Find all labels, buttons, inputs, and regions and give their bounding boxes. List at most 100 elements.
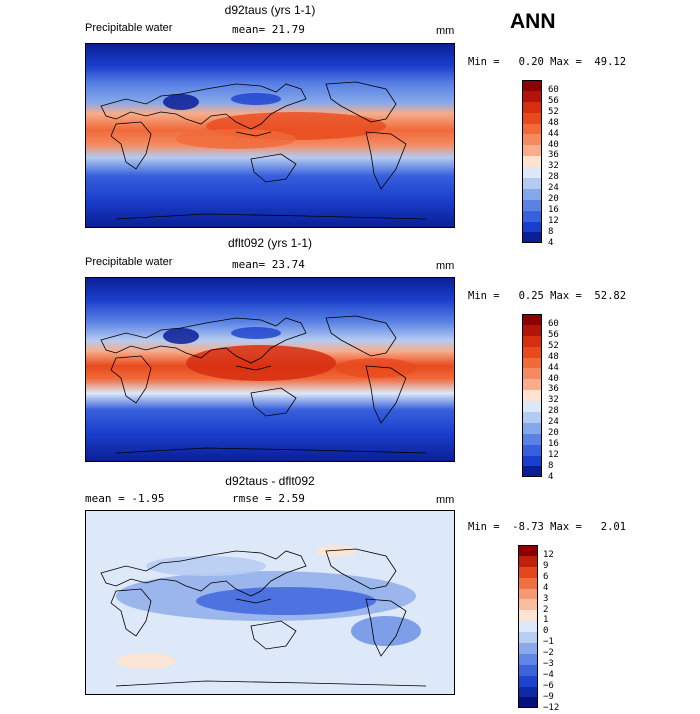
colorbar-swatch xyxy=(522,346,542,358)
panel2-colorbar-labels: 60 56 52 48 44 40 36 32 28 24 20 16 12 8 4 xyxy=(548,319,559,483)
colorbar-swatch xyxy=(522,324,542,336)
colorbar-level-label: 12 xyxy=(543,550,554,560)
colorbar-swatch xyxy=(518,653,538,665)
colorbar-level-label: −2 xyxy=(543,648,554,659)
colorbar-swatch xyxy=(522,112,542,124)
colorbar-level-label: 32 xyxy=(548,161,559,172)
panel3-map xyxy=(85,510,455,695)
panel1-colorbar-labels: 60 56 52 48 44 40 36 32 28 24 20 16 12 8 4 xyxy=(548,85,559,249)
panel1-units: mm xyxy=(436,25,455,37)
panel2-variable: Precipitable water xyxy=(85,256,173,268)
colorbar-swatch xyxy=(522,390,542,402)
colorbar-level-label: 60 xyxy=(548,319,559,329)
colorbar-swatch xyxy=(522,210,542,222)
colorbar-level-label: 8 xyxy=(548,226,554,237)
panel1-variable: Precipitable water xyxy=(85,22,173,34)
colorbar-swatch xyxy=(518,632,538,644)
colorbar-level-label: 28 xyxy=(548,172,559,183)
colorbar-level-label: −4 xyxy=(543,669,554,680)
colorbar-swatch xyxy=(522,80,542,91)
colorbar-level-label: −1 xyxy=(543,637,554,648)
colorbar-level-label: 52 xyxy=(548,340,559,351)
colorbar-level-label: 3 xyxy=(543,593,549,604)
colorbar-swatch xyxy=(518,545,538,556)
colorbar-level-label: 48 xyxy=(548,117,559,128)
panel2-map xyxy=(85,277,455,462)
colorbar-swatch xyxy=(522,199,542,211)
colorbar-swatch xyxy=(518,577,538,589)
panel2-units: mm xyxy=(436,260,455,272)
colorbar-swatch xyxy=(522,167,542,179)
colorbar-level-label: 36 xyxy=(548,384,559,395)
colorbar-swatch xyxy=(522,101,542,113)
colorbar-level-label: 1 xyxy=(543,615,549,626)
colorbar-swatch xyxy=(522,188,542,200)
colorbar-swatch xyxy=(518,588,538,600)
colorbar-level-label: 40 xyxy=(548,139,559,150)
colorbar-swatch xyxy=(522,156,542,168)
colorbar-level-label: −12 xyxy=(543,702,560,713)
colorbar-level-label: 48 xyxy=(548,351,559,362)
colorbar-level-label: −9 xyxy=(543,691,554,702)
panel1-map xyxy=(85,43,455,228)
panel3-mean: mean = -1.95 xyxy=(85,492,165,505)
colorbar-level-label: 8 xyxy=(548,460,554,471)
colorbar-swatch xyxy=(522,123,542,135)
colorbar-level-label: 24 xyxy=(548,417,559,428)
colorbar-level-label: 0 xyxy=(543,626,549,637)
colorbar-swatch xyxy=(518,566,538,578)
colorbar-level-label: 16 xyxy=(548,438,559,449)
colorbar-swatch xyxy=(522,145,542,157)
colorbar-swatch xyxy=(522,357,542,369)
colorbar-level-label: 4 xyxy=(548,237,554,248)
panel2-title: dflt092 (yrs 1-1) xyxy=(227,236,313,250)
panel2-minmax: Min = 0.25 Max = 52.82 xyxy=(468,290,627,302)
colorbar-level-label: 28 xyxy=(548,406,559,417)
season-label: ANN xyxy=(510,10,556,33)
colorbar-level-label: 56 xyxy=(548,329,559,340)
colorbar-swatch xyxy=(522,379,542,391)
colorbar-swatch xyxy=(522,221,542,233)
panel3-units: mm xyxy=(436,494,455,506)
colorbar-level-label: −3 xyxy=(543,659,554,670)
colorbar-level-label: 44 xyxy=(548,128,559,139)
colorbar-level-label: 24 xyxy=(548,183,559,194)
colorbar-level-label: 56 xyxy=(548,95,559,106)
colorbar-level-label: 20 xyxy=(548,194,559,205)
colorbar-swatch xyxy=(522,466,542,478)
colorbar-swatch xyxy=(518,599,538,611)
colorbar-level-label: 52 xyxy=(548,106,559,117)
colorbar-level-label: 2 xyxy=(543,604,549,615)
colorbar-swatch xyxy=(522,444,542,456)
colorbar-swatch xyxy=(522,422,542,434)
colorbar-level-label: 6 xyxy=(543,571,549,582)
colorbar-swatch xyxy=(522,134,542,146)
colorbar-swatch xyxy=(518,555,538,567)
colorbar-swatch xyxy=(518,621,538,633)
colorbar-swatch xyxy=(522,412,542,423)
colorbar-swatch xyxy=(522,232,542,244)
colorbar-swatch xyxy=(522,178,542,189)
colorbar-level-label: 20 xyxy=(548,428,559,439)
colorbar-level-label: 16 xyxy=(548,204,559,215)
colorbar-swatch xyxy=(522,368,542,380)
colorbar-swatch xyxy=(522,90,542,102)
panel3-colorbar-labels: 12 9 6 4 3 2 1 0 −1 −2 −3 −4 −6 −9 −12 xyxy=(543,550,559,714)
colorbar-swatch xyxy=(522,433,542,445)
colorbar-level-label: 4 xyxy=(543,582,549,593)
panel1-mean: mean= 21.79 xyxy=(232,23,305,36)
colorbar-level-label: 40 xyxy=(548,373,559,384)
panel3-colorbar xyxy=(518,545,538,709)
colorbar-swatch xyxy=(522,455,542,467)
panel1-minmax: Min = 0.20 Max = 49.12 xyxy=(468,56,627,68)
colorbar-swatch xyxy=(518,643,538,654)
panel3-title: d92taus - dflt092 xyxy=(225,474,315,488)
colorbar-swatch xyxy=(518,675,538,687)
panel1-title: d92taus (yrs 1-1) xyxy=(224,3,316,17)
colorbar-level-label: 9 xyxy=(543,560,549,571)
colorbar-level-label: 12 xyxy=(548,215,559,226)
colorbar-level-label: 60 xyxy=(548,85,559,95)
colorbar-swatch xyxy=(518,610,538,622)
colorbar-swatch xyxy=(518,686,538,698)
colorbar-level-label: 32 xyxy=(548,395,559,406)
